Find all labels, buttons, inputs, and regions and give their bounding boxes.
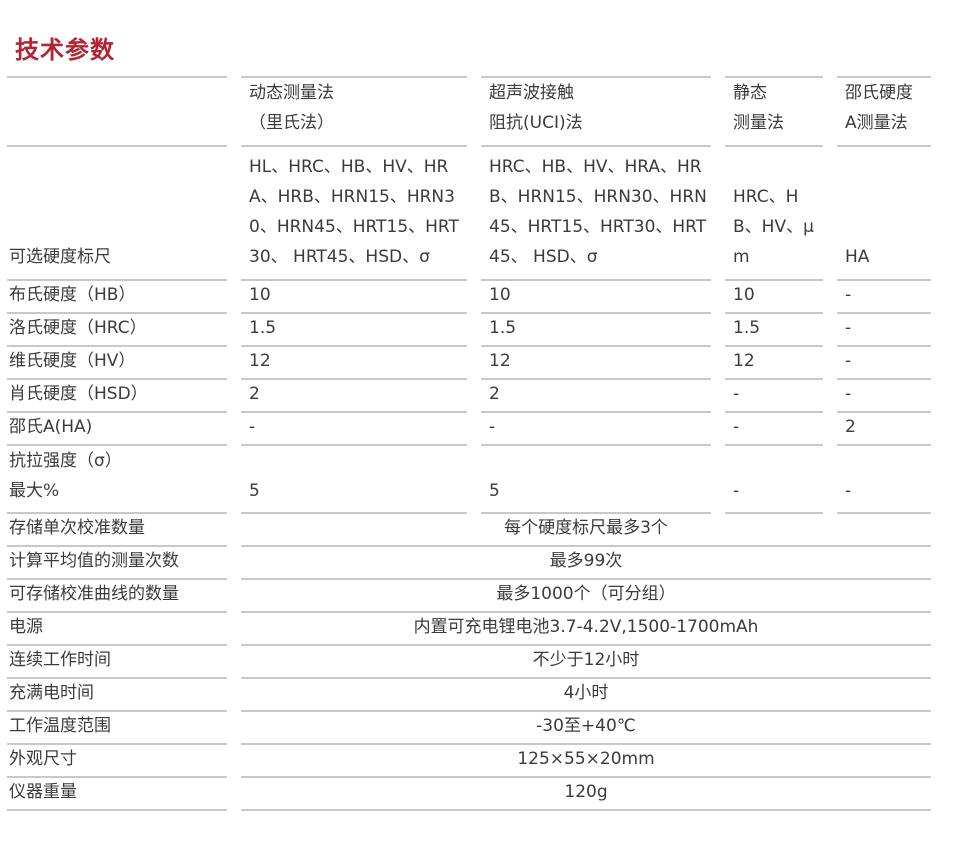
spec-row-calibration-storage: 存储单次校准数量 每个硬度标尺最多3个 [7,514,931,547]
value-cell-dynamic: 12 [241,347,467,380]
value-cell-ultrasonic: 5 [481,446,711,514]
accuracy-row-hrc: 洛氏硬度（HRC） 1.5 1.5 1.5 - [7,314,931,347]
value-cell-static: - [725,380,823,413]
value-cell-static: - [725,413,823,446]
spec-value: 每个硬度标尺最多3个 [241,514,931,547]
spec-value: 内置可充电锂电池3.7-4.2V,1500-1700mAh [241,613,931,646]
value-cell-static: 12 [725,347,823,380]
tensile-strength-row: 抗拉强度（σ） 最大% 5 5 - - [7,446,931,514]
value-cell-shore: - [837,347,931,380]
scale-row: 可选硬度标尺 HL、HRC、HB、HV、HRA、HRB、HRN15、HRN30、… [7,147,931,281]
value-cell-dynamic: 5 [241,446,467,514]
header-method-dynamic: 动态测量法 （里氏法） [241,76,467,147]
spec-row-weight: 仪器重量 120g [7,778,931,811]
header-row: 动态测量法 （里氏法） 超声波接触 阻抗(UCI)法 静态 测量法 邵氏硬度 A… [7,76,931,147]
accuracy-row-hsd: 肖氏硬度（HSD） 2 2 - - [7,380,931,413]
header-method-ultrasonic: 超声波接触 阻抗(UCI)法 [481,76,711,147]
spec-row-dimensions: 外观尺寸 125×55×20mm [7,745,931,778]
value-cell-ultrasonic: - [481,413,711,446]
value-cell-ultrasonic: 10 [481,281,711,314]
value-cell-shore: - [837,446,931,514]
header-empty-cell [7,76,227,147]
spec-value: -30至+40℃ [241,712,931,745]
spec-value: 4小时 [241,679,931,712]
value-cell-ultrasonic: 1.5 [481,314,711,347]
header-line: 阻抗(UCI)法 [489,113,583,133]
value-cell-static: 1.5 [725,314,823,347]
row-label: 抗拉强度（σ） 最大% [7,446,227,514]
value-cell-ultrasonic: 12 [481,347,711,380]
spec-row-power: 电源 内置可充电锂电池3.7-4.2V,1500-1700mAh [7,613,931,646]
header-line: 动态测量法 [249,83,334,103]
spec-row-temperature-range: 工作温度范围 -30至+40℃ [7,712,931,745]
label-line: 抗拉强度（σ） [9,451,122,471]
row-label: 肖氏硬度（HSD） [7,380,227,413]
spec-value: 125×55×20mm [241,745,931,778]
row-label: 存储单次校准数量 [7,514,227,547]
value-cell-dynamic: - [241,413,467,446]
spec-row-average-count: 计算平均值的测量次数 最多99次 [7,547,931,580]
header-line: 超声波接触 [489,83,574,103]
page-title: 技术参数 [15,36,115,64]
header-line: （里氏法） [249,113,334,133]
spec-row-charge-time: 充满电时间 4小时 [7,679,931,712]
header-line: A测量法 [845,113,908,133]
scale-cell-shore: HA [837,147,931,281]
row-label: 计算平均值的测量次数 [7,547,227,580]
value-cell-shore: - [837,281,931,314]
scale-cell-dynamic: HL、HRC、HB、HV、HRA、HRB、HRN15、HRN30、HRN45、H… [241,147,467,281]
spec-row-working-time: 连续工作时间 不少于12小时 [7,646,931,679]
value-cell-dynamic: 2 [241,380,467,413]
value-cell-shore: - [837,314,931,347]
header-line: 邵氏硬度 [845,83,913,103]
header-method-shore: 邵氏硬度 A测量法 [837,76,931,147]
row-label: 电源 [7,613,227,646]
spec-value: 最多99次 [241,547,931,580]
scale-cell-ultrasonic: HRC、HB、HV、HRA、HRB、HRN15、HRN30、HRN45、HRT1… [481,147,711,281]
value-cell-dynamic: 1.5 [241,314,467,347]
accuracy-row-hv: 维氏硬度（HV） 12 12 12 - [7,347,931,380]
spec-value: 最多1000个（可分组） [241,580,931,613]
row-label: 邵氏A(HA) [7,413,227,446]
value-cell-static: - [725,446,823,514]
row-label: 洛氏硬度（HRC） [7,314,227,347]
spec-value: 120g [241,778,931,811]
scale-cell-static: HRC、HB、HV、μm [725,147,823,281]
row-label: 充满电时间 [7,679,227,712]
row-label: 可存储校准曲线的数量 [7,580,227,613]
value-cell-dynamic: 10 [241,281,467,314]
accuracy-row-hb: 布氏硬度（HB） 10 10 10 - [7,281,931,314]
row-label: 可选硬度标尺 [7,147,227,281]
value-cell-shore: - [837,380,931,413]
header-method-static: 静态 测量法 [725,76,823,147]
value-cell-ultrasonic: 2 [481,380,711,413]
row-label: 布氏硬度（HB） [7,281,227,314]
row-label: 外观尺寸 [7,745,227,778]
row-label: 仪器重量 [7,778,227,811]
spec-value: 不少于12小时 [241,646,931,679]
row-label: 工作温度范围 [7,712,227,745]
header-line: 静态 [733,83,767,103]
label-line: 最大% [9,481,60,501]
row-label: 连续工作时间 [7,646,227,679]
spec-row-curve-storage: 可存储校准曲线的数量 最多1000个（可分组） [7,580,931,613]
header-line: 测量法 [733,113,784,133]
value-cell-shore: 2 [837,413,931,446]
accuracy-row-ha: 邵氏A(HA) - - - 2 [7,413,931,446]
row-label: 维氏硬度（HV） [7,347,227,380]
spec-table: 动态测量法 （里氏法） 超声波接触 阻抗(UCI)法 静态 测量法 邵氏硬度 A… [0,76,945,811]
value-cell-static: 10 [725,281,823,314]
